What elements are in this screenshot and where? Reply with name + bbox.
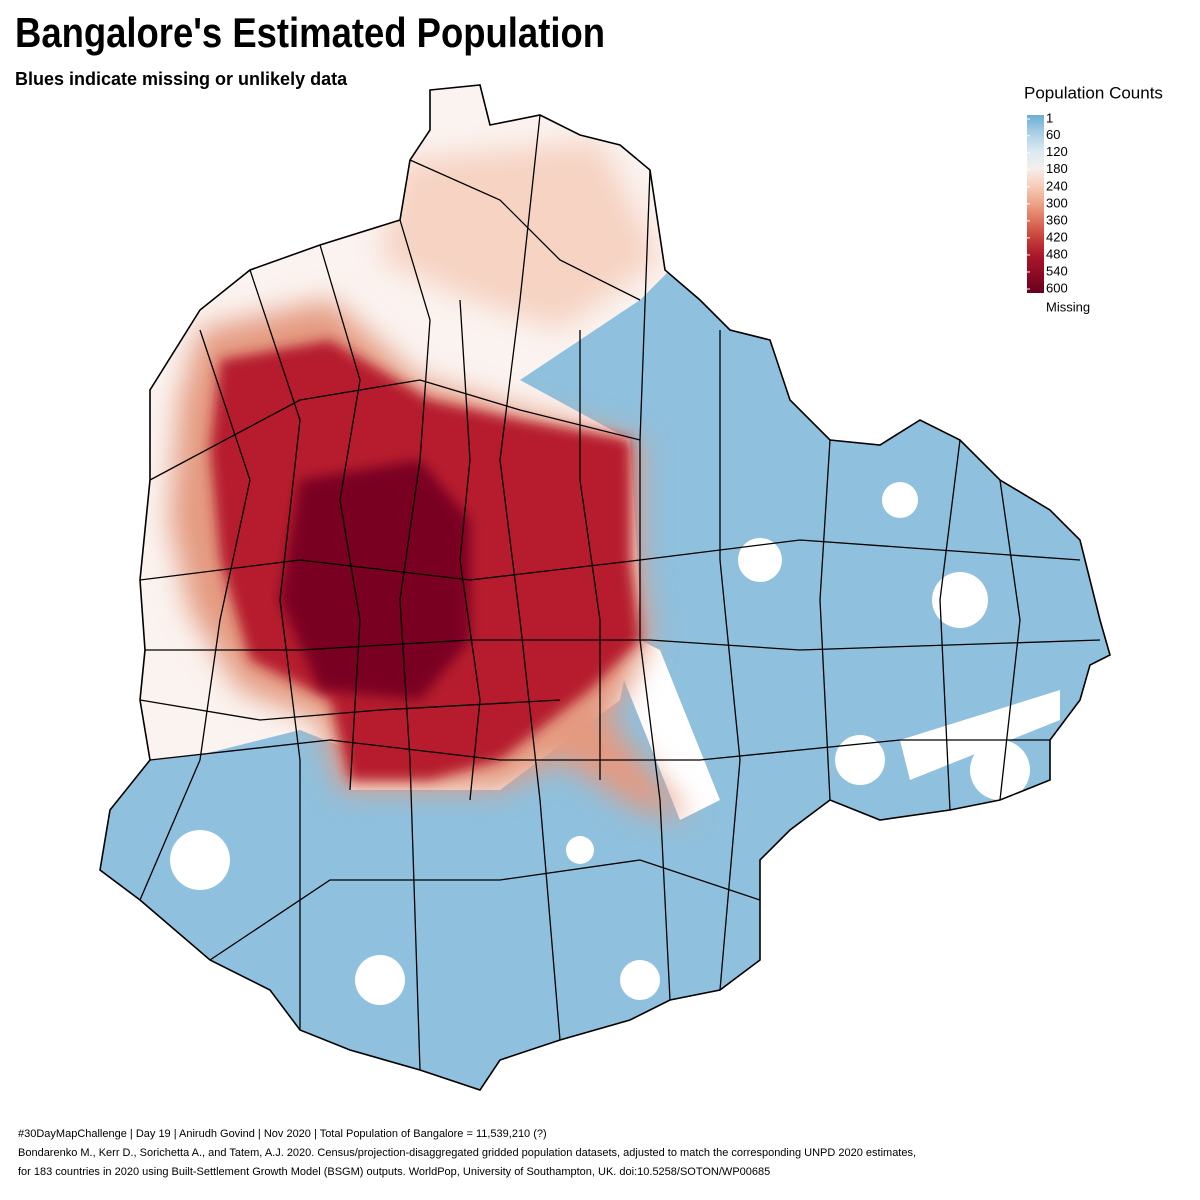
legend: Population Counts 1 60 120 180 240 300 360 420 4…	[1024, 83, 1163, 314]
legend-tick-label: 1	[1046, 110, 1053, 125]
legend-missing-label: Missing	[1046, 299, 1090, 314]
legend-tick-label: 60	[1046, 127, 1060, 142]
caption-line: Bondarenko M., Kerr D., Sorichetta A., a…	[18, 1147, 916, 1159]
legend-tick-label: 480	[1046, 246, 1068, 261]
legend-tick-label: 600	[1046, 280, 1068, 295]
caption-line: for 183 countries in 2020 using Built-Se…	[18, 1166, 770, 1178]
missing-patches	[170, 482, 1060, 1005]
legend-tick-label: 180	[1046, 161, 1068, 176]
legend-title: Population Counts	[1024, 83, 1163, 102]
legend-tick-label: 420	[1046, 229, 1068, 244]
caption-line: #30DayMapChallenge | Day 19 | Anirudh Go…	[18, 1128, 547, 1140]
legend-tick-label: 240	[1046, 178, 1068, 193]
pink-north	[380, 140, 660, 330]
legend-tick-label: 360	[1046, 212, 1068, 227]
subtitle: Blues indicate missing or unlikely data	[15, 69, 348, 89]
district-lines	[139, 114, 1101, 1071]
legend-tick-label: 540	[1046, 263, 1068, 278]
legend-colorbar	[1027, 115, 1044, 293]
densest-core	[280, 460, 470, 700]
title: Bangalore's Estimated Population	[15, 9, 605, 56]
legend-tick-label: 120	[1046, 144, 1068, 159]
legend-tick-label: 300	[1046, 195, 1068, 210]
